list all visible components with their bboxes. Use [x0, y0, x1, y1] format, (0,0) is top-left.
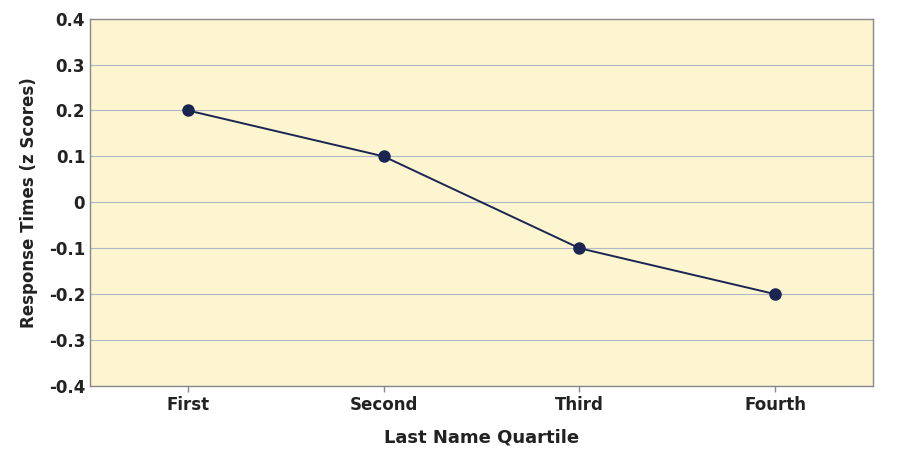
Y-axis label: Response Times (z Scores): Response Times (z Scores) [20, 77, 38, 328]
X-axis label: Last Name Quartile: Last Name Quartile [384, 428, 579, 446]
Point [181, 107, 195, 114]
Point [572, 245, 587, 252]
Point [376, 153, 391, 160]
Point [768, 290, 782, 298]
